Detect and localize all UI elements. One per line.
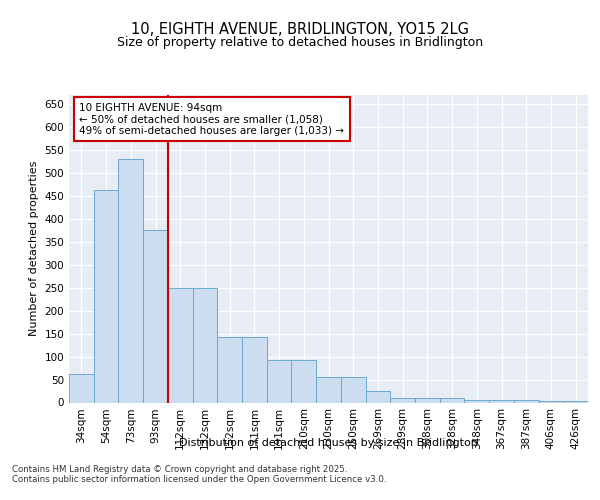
Bar [94,190,118,402]
Bar [514,400,539,402]
Bar [489,400,514,402]
Bar [242,338,267,402]
Text: 10, EIGHTH AVENUE, BRIDLINGTON, YO15 2LG: 10, EIGHTH AVENUE, BRIDLINGTON, YO15 2LG [131,22,469,38]
Bar [267,360,292,403]
Bar [292,360,316,403]
Text: Contains HM Land Registry data © Crown copyright and database right 2025.
Contai: Contains HM Land Registry data © Crown c… [12,465,386,484]
Bar [316,378,341,402]
Text: Distribution of detached houses by size in Bridlington: Distribution of detached houses by size … [179,438,478,448]
Bar [464,400,489,402]
Bar [193,288,217,403]
Bar [415,398,440,402]
Bar [217,338,242,402]
Y-axis label: Number of detached properties: Number of detached properties [29,161,39,336]
Bar [143,230,168,402]
Bar [390,398,415,402]
Text: Size of property relative to detached houses in Bridlington: Size of property relative to detached ho… [117,36,483,49]
Bar [118,160,143,402]
Text: 10 EIGHTH AVENUE: 94sqm
← 50% of detached houses are smaller (1,058)
49% of semi: 10 EIGHTH AVENUE: 94sqm ← 50% of detache… [79,102,344,136]
Bar [365,391,390,402]
Bar [69,374,94,402]
Bar [440,398,464,402]
Bar [168,288,193,403]
Bar [563,401,588,402]
Bar [341,378,365,402]
Bar [539,400,563,402]
